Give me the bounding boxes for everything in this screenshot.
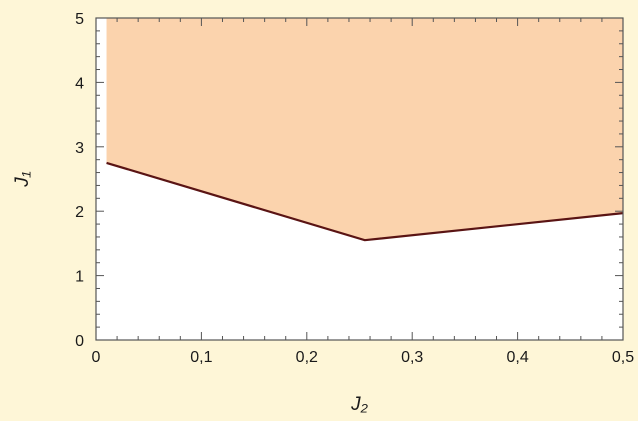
y-tick-label: 2 xyxy=(75,204,84,221)
x-tick-label: 0,3 xyxy=(401,349,423,366)
x-tick-label: 0,5 xyxy=(612,349,634,366)
plot-frame xyxy=(95,17,624,341)
y-tick-labels: 0 1 2 3 4 5 xyxy=(75,11,84,350)
y-tick-label: 4 xyxy=(75,75,84,92)
y-tick-label: 0 xyxy=(75,333,84,350)
x-tick-labels: 0 0,1 0,2 0,3 0,4 0,5 xyxy=(92,349,635,366)
minor-ticks xyxy=(96,18,623,340)
x-axis-label: J₂ xyxy=(350,394,369,415)
y-tick-label: 3 xyxy=(75,140,84,157)
y-tick-label: 5 xyxy=(75,11,84,28)
x-tick-label: 0 xyxy=(92,349,101,366)
x-tick-label: 0,2 xyxy=(296,349,318,366)
x-tick-label: 0,4 xyxy=(506,349,528,366)
y-tick-label: 1 xyxy=(75,269,84,286)
boundary-line xyxy=(106,161,624,242)
shaded-region xyxy=(106,18,624,241)
y-axis-label: J₁ xyxy=(12,171,33,188)
x-tick-label: 0,1 xyxy=(190,349,212,366)
